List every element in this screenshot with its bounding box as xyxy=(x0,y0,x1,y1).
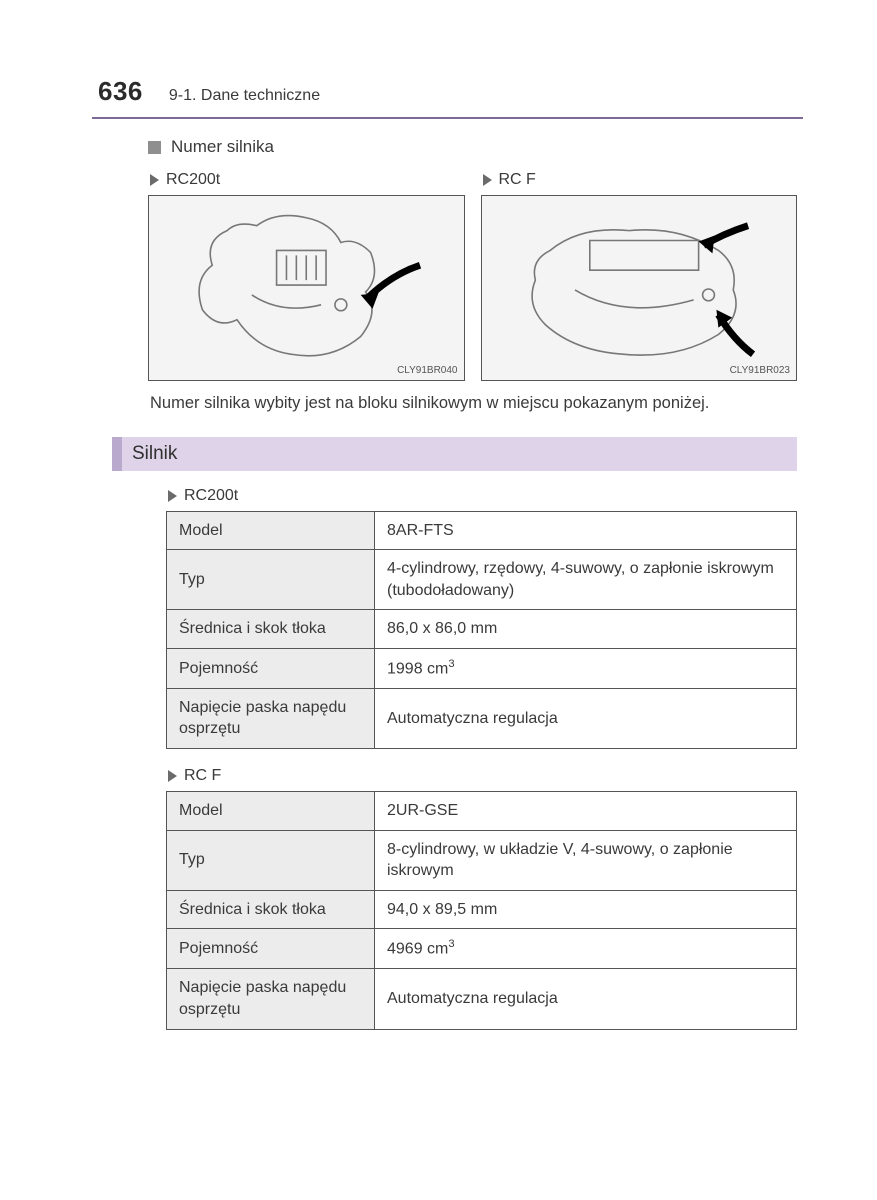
spec-table-block: RC F Model2UR-GSETyp8-cylindrowy, w układ… xyxy=(148,767,797,1029)
section-heading-silnik: Silnik xyxy=(112,437,797,471)
spec-table-label: RC F xyxy=(168,767,797,785)
triangle-bullet-icon xyxy=(168,490,177,502)
spec-value: Automatyczna regulacja xyxy=(375,969,797,1029)
spec-key: Średnica i skok tłoka xyxy=(167,610,375,649)
spec-value: 4-cylindrowy, rzędowy, 4-suwowy, o zapło… xyxy=(375,550,797,610)
spec-key: Model xyxy=(167,511,375,550)
triangle-bullet-icon xyxy=(150,174,159,186)
variant-label: RC200t xyxy=(166,171,220,189)
table-row: Pojemność1998 cm3 xyxy=(167,648,797,688)
spec-value: 94,0 x 89,5 mm xyxy=(375,890,797,929)
page-number: 636 xyxy=(98,76,143,107)
triangle-bullet-icon xyxy=(483,174,492,186)
spec-table: Model8AR-FTSTyp4-cylindrowy, rzędowy, 4-… xyxy=(166,511,797,749)
table-row: Pojemność4969 cm3 xyxy=(167,929,797,969)
square-bullet-icon xyxy=(148,141,161,154)
spec-table: Model2UR-GSETyp8-cylindrowy, w układzie … xyxy=(166,791,797,1029)
spec-key: Napięcie paska napędu osprzętu xyxy=(167,688,375,748)
spec-key: Średnica i skok tłoka xyxy=(167,890,375,929)
spec-table-label-text: RC F xyxy=(184,767,221,785)
figure-rc200t: RC200t CLY91BR040 xyxy=(148,167,465,381)
table-row: Napięcie paska napędu osprzętuAutomatycz… xyxy=(167,969,797,1029)
table-row: Typ8-cylindrowy, w układzie V, 4-suwowy,… xyxy=(167,830,797,890)
table-row: Model8AR-FTS xyxy=(167,511,797,550)
engine-illustration-rc200t: CLY91BR040 xyxy=(148,195,465,381)
engine-number-figures: RC200t CLY91BR040 xyxy=(148,167,797,381)
section-accent xyxy=(112,437,122,471)
engine-number-caption: Numer silnika wybity jest na bloku silni… xyxy=(150,391,797,417)
figure-code: CLY91BR023 xyxy=(730,365,790,376)
engine-illustration-rcf: CLY91BR023 xyxy=(481,195,798,381)
spec-value: 8-cylindrowy, w układzie V, 4-suwowy, o … xyxy=(375,830,797,890)
spec-key: Pojemność xyxy=(167,648,375,688)
spec-value: 4969 cm3 xyxy=(375,929,797,969)
spec-value: 2UR-GSE xyxy=(375,792,797,831)
spec-value: 86,0 x 86,0 mm xyxy=(375,610,797,649)
table-row: Typ4-cylindrowy, rzędowy, 4-suwowy, o za… xyxy=(167,550,797,610)
spec-value: 8AR-FTS xyxy=(375,511,797,550)
figure-code: CLY91BR040 xyxy=(397,365,457,376)
engine-number-heading-text: Numer silnika xyxy=(171,137,274,157)
table-row: Napięcie paska napędu osprzętuAutomatycz… xyxy=(167,688,797,748)
spec-table-label-text: RC200t xyxy=(184,487,238,505)
spec-key: Typ xyxy=(167,830,375,890)
header-divider xyxy=(92,117,803,119)
triangle-bullet-icon xyxy=(168,770,177,782)
section-title-text: Silnik xyxy=(122,437,797,471)
table-row: Model2UR-GSE xyxy=(167,792,797,831)
spec-table-label: RC200t xyxy=(168,487,797,505)
figure-rcf: RC F CLY91BR xyxy=(481,167,798,381)
spec-value: Automatyczna regulacja xyxy=(375,688,797,748)
table-row: Średnica i skok tłoka94,0 x 89,5 mm xyxy=(167,890,797,929)
spec-table-block: RC200t Model8AR-FTSTyp4-cylindrowy, rzędo… xyxy=(148,487,797,749)
table-row: Średnica i skok tłoka86,0 x 86,0 mm xyxy=(167,610,797,649)
spec-key: Pojemność xyxy=(167,929,375,969)
spec-key: Napięcie paska napędu osprzętu xyxy=(167,969,375,1029)
variant-label: RC F xyxy=(499,171,536,189)
engine-number-heading: Numer silnika xyxy=(148,137,797,157)
spec-key: Model xyxy=(167,792,375,831)
spec-key: Typ xyxy=(167,550,375,610)
chapter-title: 9-1. Dane techniczne xyxy=(169,87,320,105)
spec-value: 1998 cm3 xyxy=(375,648,797,688)
